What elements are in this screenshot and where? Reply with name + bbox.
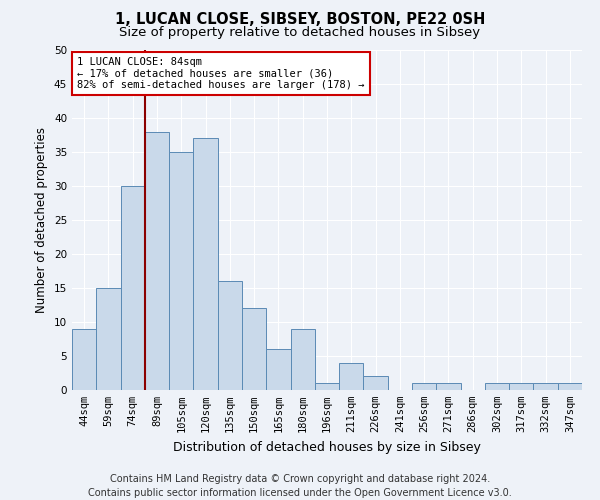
Bar [169,152,193,390]
Bar [145,132,169,390]
Bar [533,383,558,390]
Text: 1, LUCAN CLOSE, SIBSEY, BOSTON, PE22 0SH: 1, LUCAN CLOSE, SIBSEY, BOSTON, PE22 0SH [115,12,485,28]
Bar [364,376,388,390]
Bar [290,329,315,390]
X-axis label: Distribution of detached houses by size in Sibsey: Distribution of detached houses by size … [173,440,481,454]
Bar [242,308,266,390]
Bar [72,329,96,390]
Bar [436,383,461,390]
Bar [339,363,364,390]
Bar [558,383,582,390]
Text: Size of property relative to detached houses in Sibsey: Size of property relative to detached ho… [119,26,481,39]
Y-axis label: Number of detached properties: Number of detached properties [35,127,49,313]
Text: 1 LUCAN CLOSE: 84sqm
← 17% of detached houses are smaller (36)
82% of semi-detac: 1 LUCAN CLOSE: 84sqm ← 17% of detached h… [77,57,365,90]
Bar [412,383,436,390]
Bar [509,383,533,390]
Bar [193,138,218,390]
Bar [218,281,242,390]
Bar [96,288,121,390]
Text: Contains HM Land Registry data © Crown copyright and database right 2024.
Contai: Contains HM Land Registry data © Crown c… [88,474,512,498]
Bar [121,186,145,390]
Bar [315,383,339,390]
Bar [485,383,509,390]
Bar [266,349,290,390]
